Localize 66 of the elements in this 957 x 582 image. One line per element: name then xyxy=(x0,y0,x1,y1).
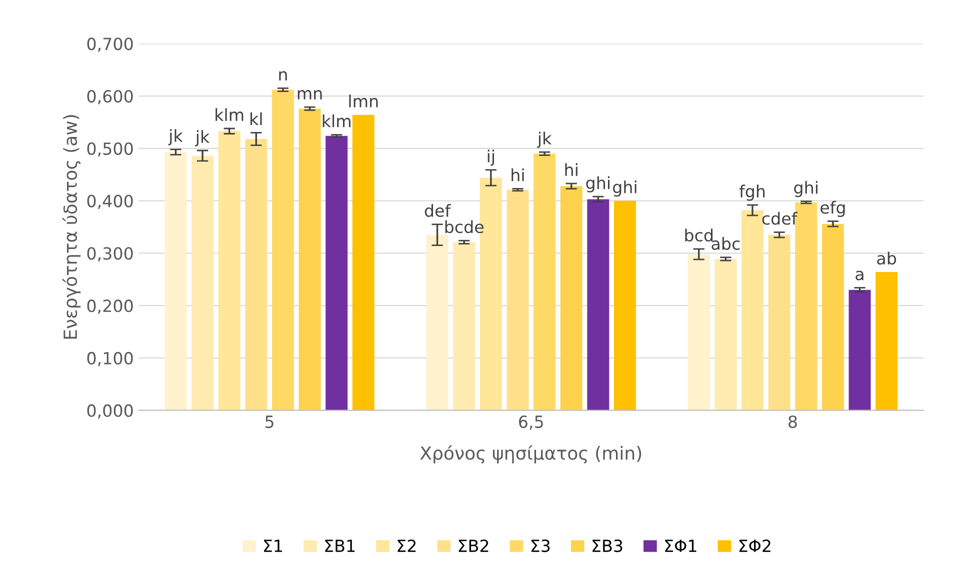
bar xyxy=(768,234,790,410)
x-tick-label: 5 xyxy=(266,416,274,428)
legend-label: ΣΒ3 xyxy=(592,540,622,552)
data-label: mn xyxy=(298,90,322,100)
data-label: ab xyxy=(877,252,896,265)
bar xyxy=(426,234,448,410)
bar xyxy=(587,199,610,410)
data-label: lmn xyxy=(349,94,378,108)
y-tick-label: 0,500 xyxy=(87,142,133,157)
data-label: jk xyxy=(195,130,210,146)
bar xyxy=(876,272,898,410)
bar xyxy=(534,154,556,410)
bar xyxy=(506,190,529,410)
bar xyxy=(848,290,871,410)
bar xyxy=(714,258,737,410)
data-label: def xyxy=(424,204,451,217)
x-axis-title: Χρόνος ψησίματος (min) xyxy=(420,445,642,464)
legend-label: ΣΦ2 xyxy=(739,540,770,552)
legend-label: Σ1 xyxy=(264,540,282,552)
bar xyxy=(688,254,710,410)
y-tick-label: 0,400 xyxy=(87,194,133,210)
y-tick-label: 0,000 xyxy=(87,404,133,419)
data-label: hi xyxy=(565,163,578,176)
bar xyxy=(352,114,374,410)
data-label: hi xyxy=(512,168,524,182)
bar xyxy=(560,186,582,410)
data-label: fgh xyxy=(739,184,765,201)
data-label: jk xyxy=(537,132,552,148)
bar xyxy=(742,210,764,410)
data-label: n xyxy=(279,71,287,81)
bar xyxy=(614,200,636,410)
bar xyxy=(453,242,476,410)
data-label: abc xyxy=(712,237,740,250)
bar xyxy=(192,156,214,410)
bar xyxy=(218,131,240,410)
data-label: klm xyxy=(322,114,350,128)
data-label: kl xyxy=(250,112,262,126)
x-tick-label: 6,5 xyxy=(519,415,543,430)
bar xyxy=(245,138,268,410)
data-label: jk xyxy=(168,129,183,146)
legend-label: ΣΦ1 xyxy=(665,540,696,552)
y-axis-title: Ενεργότητα ύδατος (aw) xyxy=(62,115,81,339)
y-tick-label: 0,700 xyxy=(87,38,133,52)
bar xyxy=(326,136,348,410)
data-label: efg xyxy=(820,200,845,218)
y-tick-label: 0,600 xyxy=(87,90,133,104)
legend-label: ΣΒ1 xyxy=(325,540,355,552)
x-tick-label: 8 xyxy=(788,415,797,428)
bar xyxy=(298,108,321,410)
data-label: ghi xyxy=(613,180,636,197)
data-label: bcd xyxy=(685,228,713,242)
bar xyxy=(272,90,294,410)
data-label: ij xyxy=(488,150,494,166)
legend-label: Σ3 xyxy=(531,540,550,552)
data-label: a xyxy=(856,270,864,280)
bar xyxy=(164,152,187,410)
bar xyxy=(822,224,844,410)
data-label: ghi xyxy=(586,176,610,192)
data-label: ghi xyxy=(794,180,818,198)
y-tick-label: 0,200 xyxy=(87,300,133,314)
y-tick-label: 0,300 xyxy=(87,247,133,262)
legend-label: Σ2 xyxy=(398,540,416,552)
data-label: bcde xyxy=(445,220,484,234)
data-label: klm xyxy=(216,108,244,121)
legend-label: ΣΒ2 xyxy=(458,540,488,552)
y-tick-label: 0,100 xyxy=(87,352,133,366)
